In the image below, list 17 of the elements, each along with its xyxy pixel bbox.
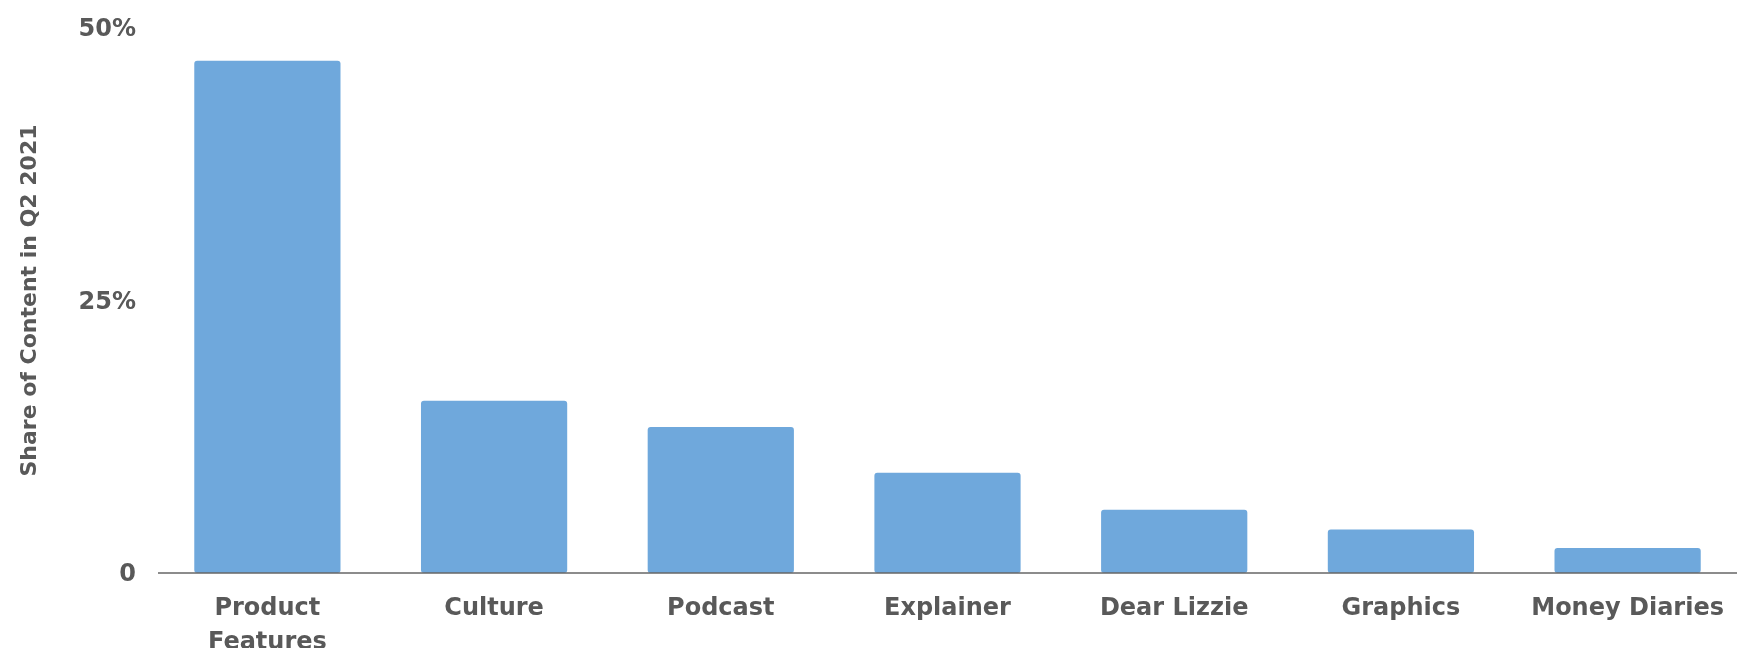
- x-tick-label: Culture: [444, 593, 544, 621]
- bar: [874, 472, 1021, 573]
- bar: [1327, 529, 1475, 573]
- x-tick-label: Explainer: [884, 593, 1012, 621]
- y-tick-label: 50%: [78, 14, 136, 43]
- x-tick-label: Graphics: [1341, 593, 1461, 621]
- bar: [647, 426, 794, 573]
- bar: [1101, 509, 1248, 573]
- x-tick-label: Podcast: [667, 593, 775, 621]
- bar: [194, 60, 341, 573]
- bar: [420, 400, 568, 573]
- x-tick-label: Money Diaries: [1531, 593, 1724, 621]
- y-tick-label: 0: [119, 559, 136, 588]
- x-tick-label: Dear Lizzie: [1099, 593, 1249, 621]
- y-axis-title: Share of Content in Q2 2021: [16, 124, 41, 477]
- y-tick-label: 25%: [78, 286, 136, 315]
- bar: [1554, 547, 1701, 573]
